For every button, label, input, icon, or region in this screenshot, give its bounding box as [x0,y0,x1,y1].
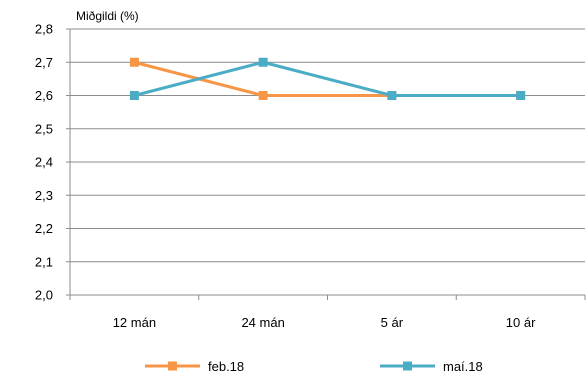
gridlines [70,28,585,263]
x-tick-label: 10 ár [506,315,536,330]
legend-label-maí.18: maí.18 [443,359,483,374]
y-tick-label: 2,5 [35,121,53,136]
series-line-maí.18 [133,60,521,97]
data-point-maí.18 [516,91,526,100]
y-tick-label: 2,4 [35,155,53,170]
x-tick-label: 5 ár [381,315,404,330]
y-tick-label: 2,0 [35,288,53,303]
series-layer [129,57,526,100]
data-point-maí.18 [258,57,268,67]
y-tick-label: 2,8 [35,22,53,37]
y-tick-label: 2,7 [35,55,53,70]
y-axis-label: Miðgildi (%) [76,9,139,23]
y-tick-labels: 2,0 2,1 2,2 2,3 2,4 2,5 2,6 2,7 2,8 [35,22,53,303]
legend-marker-maí.18 [403,361,412,371]
data-point-maí.18 [387,91,397,100]
axes [66,28,586,300]
data-point-feb.18 [258,91,268,100]
y-tick-label: 2,6 [35,88,53,103]
legend-label-feb.18: feb.18 [208,359,244,374]
x-tick-label: 24 mán [241,315,284,330]
legend-marker-feb.18 [168,361,177,371]
legend: feb.18 maí.18 [145,359,483,374]
y-tick-label: 2,1 [35,254,53,269]
x-tick-labels: 12 mán 24 mán 5 ár 10 ár [113,315,536,330]
y-tick-label: 2,2 [35,221,53,236]
data-point-feb.18 [129,57,139,67]
data-point-maí.18 [129,91,139,100]
x-tick-label: 12 mán [113,315,156,330]
y-tick-label: 2,3 [35,188,53,203]
